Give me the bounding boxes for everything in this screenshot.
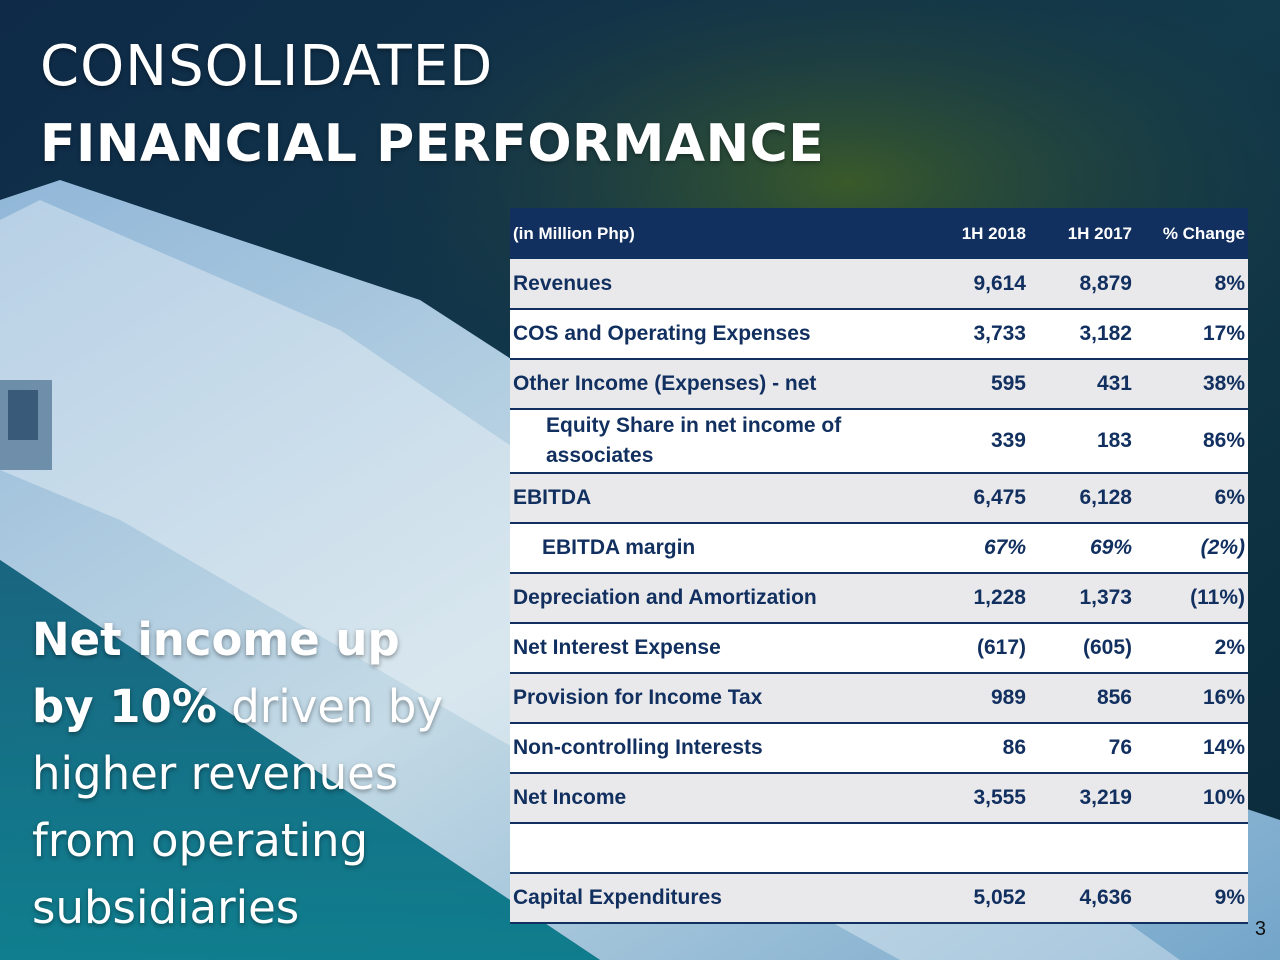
column-header: 1H 2017 <box>1067 223 1132 243</box>
table-row: Revenues 9,614 8,879 8% <box>510 259 1248 310</box>
cell-1h-2017: 3,182 <box>1029 309 1135 360</box>
row-label: Non-controlling Interests <box>510 723 922 774</box>
page-title-line1: CONSOLIDATED <box>40 34 494 99</box>
cell-change: 9% <box>1135 873 1248 924</box>
cell-1h-2018: 989 <box>922 673 1029 724</box>
cell-1h-2017: 3,219 <box>1029 773 1135 824</box>
cell-1h-2018: 3,733 <box>922 309 1029 360</box>
cell-1h-2018: 6,475 <box>922 473 1029 524</box>
cell-1h-2018: 1,228 <box>922 573 1029 624</box>
cell-change: 14% <box>1135 723 1248 774</box>
table-row: Net Interest Expense (617) (605) 2% <box>510 623 1248 674</box>
row-label <box>510 823 922 874</box>
table-row: Non-controlling Interests 86 76 14% <box>510 723 1248 774</box>
headline-text: Net income up by 10% driven by higher re… <box>32 606 502 941</box>
cell-change <box>1135 823 1248 874</box>
row-label: Other Income (Expenses) - net <box>510 359 922 410</box>
cell-change: 2% <box>1135 623 1248 674</box>
cell-1h-2018: 67% <box>922 523 1029 574</box>
column-header: 1H 2018 <box>961 223 1026 243</box>
cell-change: (2%) <box>1135 523 1248 574</box>
headline-light-4: subsidiaries <box>32 881 300 934</box>
table-row: Other Income (Expenses) - net 595 431 38… <box>510 359 1248 410</box>
row-label: Capital Expenditures <box>510 873 922 924</box>
cell-1h-2017: 856 <box>1029 673 1135 724</box>
cell-1h-2018: (617) <box>922 623 1029 674</box>
row-label: Net Interest Expense <box>510 623 922 674</box>
row-label: Revenues <box>510 259 922 310</box>
cell-1h-2017: (605) <box>1029 623 1135 674</box>
row-label: EBITDA <box>510 473 922 524</box>
cell-change: 8% <box>1135 259 1248 310</box>
cell-1h-2017: 76 <box>1029 723 1135 774</box>
table-row: Equity Share in net income of associates… <box>510 409 1248 474</box>
cell-1h-2017: 6,128 <box>1029 473 1135 524</box>
row-label: COS and Operating Expenses <box>510 309 922 360</box>
cell-1h-2018: 86 <box>922 723 1029 774</box>
table-row: Net Income 3,555 3,219 10% <box>510 773 1248 824</box>
cell-1h-2018 <box>922 823 1029 874</box>
headline-bold-1: Net income up <box>32 613 400 666</box>
headline-light-3: from operating <box>32 814 369 867</box>
row-label: EBITDA margin <box>510 523 922 574</box>
table-row-empty <box>510 823 1248 874</box>
cell-1h-2017: 183 <box>1029 409 1135 474</box>
cell-1h-2018: 339 <box>922 409 1029 474</box>
cell-change: 86% <box>1135 409 1248 474</box>
cell-change: 17% <box>1135 309 1248 360</box>
cell-change: 6% <box>1135 473 1248 524</box>
cell-1h-2018: 5,052 <box>922 873 1029 924</box>
cell-1h-2017 <box>1029 823 1135 874</box>
financial-table: (in Million Php) 1H 2018 1H 2017 % Chang… <box>510 208 1248 924</box>
row-label: Net Income <box>510 773 922 824</box>
cell-1h-2017: 8,879 <box>1029 259 1135 310</box>
table-row: Capital Expenditures 5,052 4,636 9% <box>510 873 1248 924</box>
page-title-line2: FINANCIAL PERFORMANCE <box>40 114 825 174</box>
table-header-row: (in Million Php) 1H 2018 1H 2017 % Chang… <box>510 208 1248 259</box>
row-label: Provision for Income Tax <box>510 673 922 724</box>
cell-1h-2017: 69% <box>1029 523 1135 574</box>
cell-change: 10% <box>1135 773 1248 824</box>
table-row: Provision for Income Tax 989 856 16% <box>510 673 1248 724</box>
row-label: Equity Share in net income of associates <box>510 409 922 474</box>
row-label: Depreciation and Amortization <box>510 573 922 624</box>
column-header: (in Million Php) <box>513 223 635 243</box>
table-row: EBITDA margin 67% 69% (2%) <box>510 523 1248 574</box>
table-row: COS and Operating Expenses 3,733 3,182 1… <box>510 309 1248 360</box>
cell-1h-2018: 595 <box>922 359 1029 410</box>
column-header: % Change <box>1162 223 1245 243</box>
table-row: EBITDA 6,475 6,128 6% <box>510 473 1248 524</box>
cell-1h-2018: 9,614 <box>922 259 1029 310</box>
cell-change: 38% <box>1135 359 1248 410</box>
table-row: Depreciation and Amortization 1,228 1,37… <box>510 573 1248 624</box>
cell-1h-2017: 4,636 <box>1029 873 1135 924</box>
headline-bold-2: by 10% <box>32 680 217 733</box>
headline-light-1: driven by <box>216 680 444 733</box>
cell-change: (11%) <box>1135 573 1248 624</box>
page-number: 3 <box>1254 918 1266 940</box>
cell-1h-2017: 1,373 <box>1029 573 1135 624</box>
cell-change: 16% <box>1135 673 1248 724</box>
cell-1h-2017: 431 <box>1029 359 1135 410</box>
cell-1h-2018: 3,555 <box>922 773 1029 824</box>
headline-light-2: higher revenues <box>32 747 399 800</box>
